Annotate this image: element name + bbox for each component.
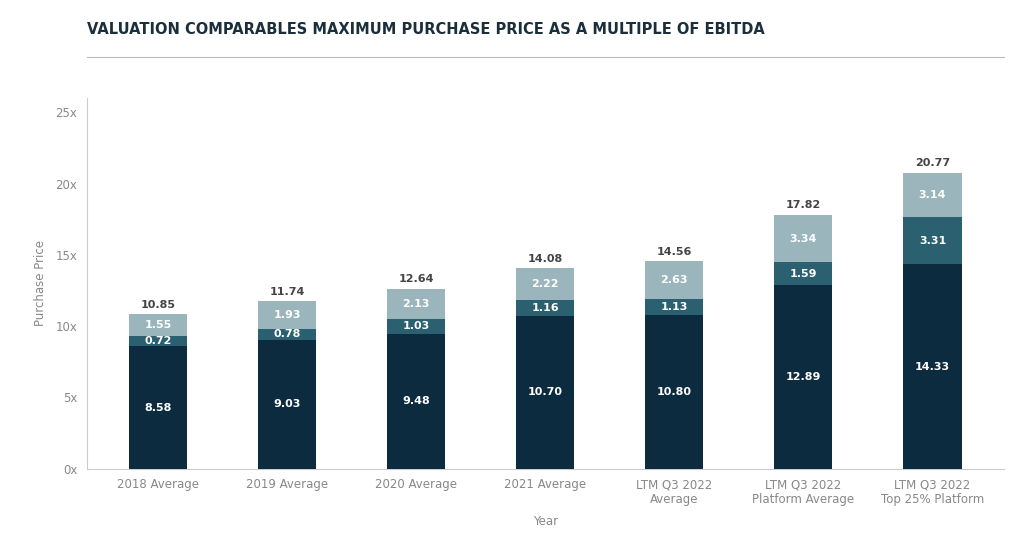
Bar [774,215,833,262]
Bar [903,217,962,264]
Text: 1.93: 1.93 [273,310,301,320]
Text: 1.13: 1.13 [660,302,688,312]
Text: 11.74: 11.74 [269,287,305,297]
Text: 1.03: 1.03 [402,321,430,331]
Bar [387,319,445,334]
Bar [129,314,187,336]
Bar [129,336,187,347]
Bar [903,173,962,217]
Text: 1.55: 1.55 [144,320,172,330]
Text: 1.16: 1.16 [531,303,559,313]
Bar [645,261,703,299]
Text: 3.14: 3.14 [919,190,946,200]
Text: 3.31: 3.31 [919,236,946,246]
Text: 20.77: 20.77 [915,159,950,168]
Text: 12.89: 12.89 [785,372,821,382]
Text: 0.72: 0.72 [144,336,172,346]
Text: 3.34: 3.34 [790,233,817,244]
Bar [903,264,962,469]
Text: 10.80: 10.80 [656,387,692,397]
Bar [129,347,187,469]
Text: 10.70: 10.70 [527,387,563,397]
Bar [774,285,833,469]
Text: 12.64: 12.64 [398,274,434,284]
Bar [516,316,574,469]
Y-axis label: Purchase Price: Purchase Price [34,240,47,326]
Bar [645,315,703,469]
Bar [258,329,316,340]
Bar [387,288,445,319]
X-axis label: Year: Year [532,515,558,528]
Bar [516,268,574,300]
Text: 14.56: 14.56 [656,247,692,257]
Text: 14.33: 14.33 [915,361,950,372]
Bar [387,334,445,469]
Bar [774,262,833,285]
Text: 8.58: 8.58 [144,403,172,413]
Text: 1.59: 1.59 [790,269,817,278]
Text: 14.08: 14.08 [527,254,563,264]
Text: 2.13: 2.13 [402,299,430,308]
Text: 2.63: 2.63 [660,275,688,285]
Text: 9.03: 9.03 [273,399,301,409]
Text: 9.48: 9.48 [402,396,430,406]
Text: 17.82: 17.82 [785,201,821,210]
Text: 10.85: 10.85 [140,300,175,310]
Bar [516,300,574,316]
Text: VALUATION COMPARABLES MAXIMUM PURCHASE PRICE AS A MULTIPLE OF EBITDA: VALUATION COMPARABLES MAXIMUM PURCHASE P… [87,22,765,37]
Text: 0.78: 0.78 [273,329,301,340]
Bar [645,299,703,315]
Bar [258,301,316,329]
Bar [258,340,316,469]
Text: 2.22: 2.22 [531,279,559,289]
